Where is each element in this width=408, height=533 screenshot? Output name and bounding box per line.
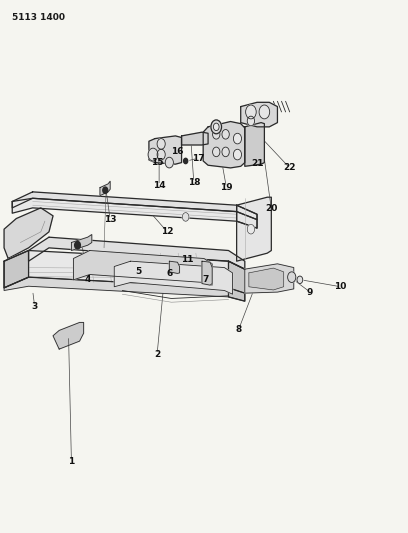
Text: 1: 1 xyxy=(68,457,75,465)
Text: 14: 14 xyxy=(153,181,165,190)
Text: 6: 6 xyxy=(166,269,173,278)
Circle shape xyxy=(297,276,303,284)
Circle shape xyxy=(184,158,188,164)
Circle shape xyxy=(222,147,229,157)
Polygon shape xyxy=(29,237,245,269)
Polygon shape xyxy=(53,322,84,349)
Polygon shape xyxy=(100,181,110,196)
Circle shape xyxy=(213,147,220,157)
Circle shape xyxy=(235,151,240,158)
Circle shape xyxy=(247,116,255,126)
Text: 16: 16 xyxy=(171,148,184,156)
Circle shape xyxy=(299,278,301,281)
Circle shape xyxy=(213,130,220,139)
Text: 7: 7 xyxy=(203,275,209,284)
Polygon shape xyxy=(71,235,92,251)
Circle shape xyxy=(211,120,222,134)
Polygon shape xyxy=(228,261,245,301)
Circle shape xyxy=(246,105,256,119)
Text: 13: 13 xyxy=(104,215,116,224)
Polygon shape xyxy=(241,102,277,127)
Polygon shape xyxy=(169,261,180,273)
Polygon shape xyxy=(12,198,257,228)
Text: 3: 3 xyxy=(31,302,38,311)
Text: 15: 15 xyxy=(151,158,163,167)
Circle shape xyxy=(222,130,229,139)
Polygon shape xyxy=(12,192,257,220)
Polygon shape xyxy=(182,132,208,145)
Text: 17: 17 xyxy=(192,154,204,163)
Circle shape xyxy=(233,149,242,160)
Text: 18: 18 xyxy=(188,178,200,187)
Polygon shape xyxy=(245,264,294,293)
Polygon shape xyxy=(237,205,257,228)
Polygon shape xyxy=(203,122,245,168)
Polygon shape xyxy=(202,261,212,285)
Circle shape xyxy=(157,139,165,149)
Circle shape xyxy=(150,151,156,158)
Circle shape xyxy=(213,123,219,131)
Polygon shape xyxy=(245,123,264,166)
Polygon shape xyxy=(4,277,245,301)
Text: 8: 8 xyxy=(235,325,242,334)
Circle shape xyxy=(290,275,293,279)
Text: 20: 20 xyxy=(265,205,277,213)
Polygon shape xyxy=(114,261,233,294)
Text: 5113 1400: 5113 1400 xyxy=(12,13,65,22)
Text: 2: 2 xyxy=(154,350,160,359)
Circle shape xyxy=(157,149,165,160)
Circle shape xyxy=(288,272,296,282)
Text: 19: 19 xyxy=(220,183,233,192)
Circle shape xyxy=(233,133,242,144)
Circle shape xyxy=(235,135,240,142)
Text: 21: 21 xyxy=(251,159,263,168)
Text: 4: 4 xyxy=(84,276,91,284)
Circle shape xyxy=(103,187,108,193)
Text: 22: 22 xyxy=(284,164,296,172)
Text: 10: 10 xyxy=(335,282,347,291)
Polygon shape xyxy=(4,251,245,293)
Circle shape xyxy=(259,105,270,119)
Text: 11: 11 xyxy=(182,255,194,264)
Text: 9: 9 xyxy=(307,288,313,296)
Text: 5: 5 xyxy=(135,268,142,276)
Polygon shape xyxy=(149,136,182,164)
Circle shape xyxy=(75,241,80,249)
Polygon shape xyxy=(4,251,29,288)
Circle shape xyxy=(165,157,173,168)
Text: 12: 12 xyxy=(161,228,173,236)
Polygon shape xyxy=(249,268,284,290)
Circle shape xyxy=(247,224,255,234)
Polygon shape xyxy=(237,197,271,261)
Circle shape xyxy=(167,159,172,166)
Polygon shape xyxy=(73,251,212,285)
Circle shape xyxy=(148,148,158,161)
Polygon shape xyxy=(4,208,53,259)
Circle shape xyxy=(182,213,189,221)
